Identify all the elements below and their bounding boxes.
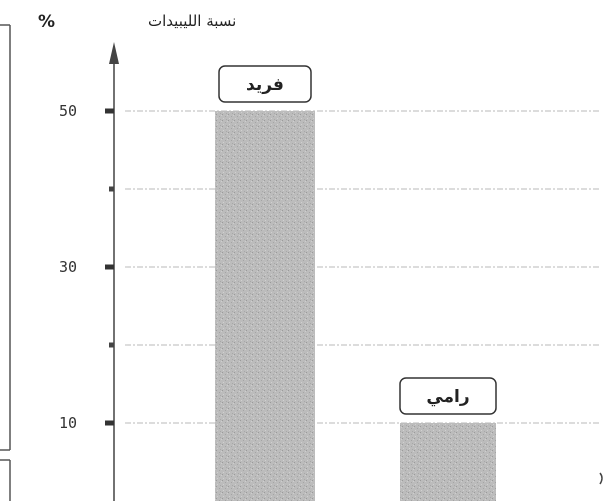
y-ticks: 10 30 50	[59, 102, 114, 432]
grid-lines	[125, 110, 600, 424]
y-tick-mark	[105, 264, 114, 270]
bars	[215, 111, 496, 501]
category-label: رامي	[426, 387, 469, 407]
left-frame-fragment	[0, 24, 11, 501]
bar	[400, 423, 496, 501]
y-axis-label: نسبة الليبيدات	[148, 12, 236, 30]
y-tick-mark	[105, 420, 114, 426]
y-tick-label: 30	[59, 258, 77, 276]
category-labels: فريد رامي	[218, 65, 497, 415]
decorative-swash	[599, 472, 603, 485]
y-axis-unit: %	[38, 12, 55, 32]
y-minor-tick-mark	[109, 342, 114, 348]
y-minor-tick-mark	[109, 186, 114, 192]
y-tick-label: 10	[59, 414, 77, 432]
category-label-box	[399, 377, 497, 415]
y-axis-arrow-icon	[109, 42, 119, 64]
category-label: فريد	[246, 75, 284, 95]
category-label-box	[218, 65, 312, 103]
y-tick-label: 50	[59, 102, 77, 120]
y-tick-mark	[105, 108, 114, 114]
bar	[215, 111, 315, 501]
